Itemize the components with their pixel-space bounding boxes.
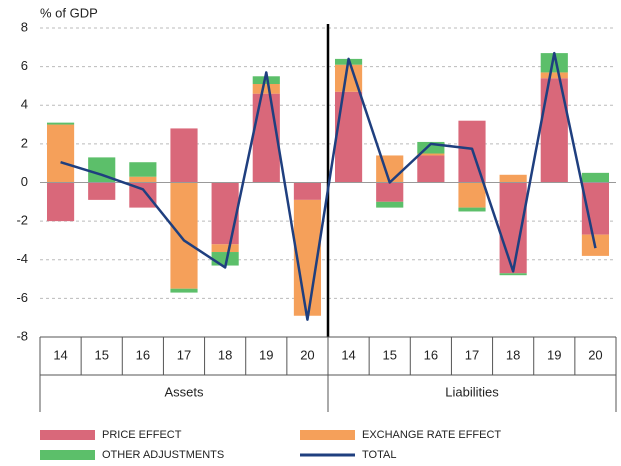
x-tick-label: 16 — [424, 347, 438, 362]
x-tick-label: 17 — [177, 347, 191, 362]
bar-segment — [46, 122, 75, 125]
y-tick-label: -8 — [16, 328, 28, 343]
bar-segment — [334, 91, 363, 183]
bar-segment — [417, 155, 445, 183]
x-tick-label: 16 — [136, 347, 150, 362]
x-tick-label: 14 — [53, 347, 67, 362]
bar-segment — [293, 182, 322, 200]
bar-segment — [499, 174, 527, 183]
bar-segment — [170, 128, 198, 183]
bar-segment — [581, 172, 610, 183]
y-tick-label: -4 — [16, 251, 28, 266]
bar-segment — [170, 182, 198, 289]
group-label: Assets — [164, 384, 204, 399]
legend-swatch — [40, 430, 95, 440]
bar-segment — [417, 153, 445, 156]
x-tick-label: 20 — [588, 347, 602, 362]
x-tick-label: 17 — [465, 347, 479, 362]
total-line — [60, 51, 597, 321]
x-tick-label: 15 — [382, 347, 396, 362]
bar-segment — [129, 176, 157, 183]
y-tick-label: 0 — [21, 174, 28, 189]
x-tick-label: 19 — [259, 347, 273, 362]
bar-segment — [211, 182, 239, 245]
bar-segment — [417, 141, 445, 154]
bar-segment — [540, 72, 568, 79]
x-tick-label: 20 — [300, 347, 314, 362]
x-tick-label: 19 — [547, 347, 561, 362]
bar-segment — [458, 207, 486, 212]
x-tick-label: 18 — [218, 347, 232, 362]
y-tick-label: 8 — [21, 19, 28, 34]
bar-segment — [540, 53, 568, 73]
x-tick-label: 15 — [94, 347, 108, 362]
y-axis-label: % of GDP — [40, 5, 98, 20]
bar-segment — [211, 244, 239, 253]
bar-segment — [376, 182, 404, 202]
bar-segment — [499, 273, 527, 276]
x-tick-label: 18 — [506, 347, 520, 362]
bar-segment — [170, 288, 198, 293]
x-tick-label: 14 — [341, 347, 355, 362]
legend-label: PRICE EFFECT — [102, 429, 182, 441]
bar-segment — [46, 182, 75, 222]
bar-segment — [46, 124, 75, 183]
y-tick-label: 2 — [21, 135, 28, 150]
y-tick-label: -6 — [16, 290, 28, 305]
legend-swatch — [40, 450, 95, 460]
bar-segment — [252, 84, 280, 94]
y-tick-label: 6 — [21, 58, 28, 73]
bar-segment — [458, 182, 486, 208]
y-tick-label: 4 — [21, 97, 28, 112]
bar-segment — [376, 155, 404, 183]
group-label: Liabilities — [445, 384, 499, 399]
legend-swatch — [300, 430, 355, 440]
bar-segment — [376, 201, 404, 208]
bar-segment — [252, 76, 280, 85]
legend: PRICE EFFECT EXCHANGE RATE EFFECT OTHER AD… — [40, 429, 501, 461]
bar-segment — [88, 182, 116, 200]
bar-segment — [499, 182, 527, 274]
legend-label: TOTAL — [362, 449, 396, 461]
bar-segment — [252, 93, 280, 183]
legend-label: EXCHANGE RATE EFFECT — [362, 429, 501, 441]
bar-segment — [129, 162, 157, 177]
legend-label: OTHER ADJUSTMENTS — [102, 449, 224, 461]
y-tick-label: -2 — [16, 213, 28, 228]
